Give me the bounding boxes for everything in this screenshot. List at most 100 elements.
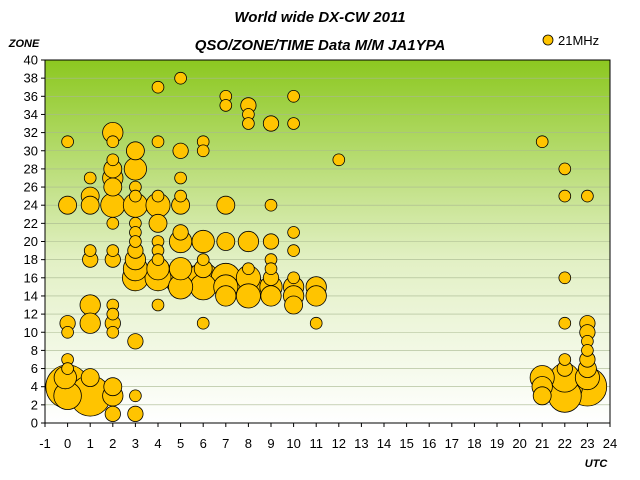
x-tick-label: 15 xyxy=(399,436,413,451)
data-point xyxy=(264,198,278,212)
y-tick-label: 30 xyxy=(24,143,38,158)
x-tick-label: 13 xyxy=(354,436,368,451)
data-point xyxy=(332,153,346,167)
data-point xyxy=(558,271,572,285)
data-point xyxy=(103,377,123,397)
data-point xyxy=(174,189,187,203)
y-tick-label: 12 xyxy=(24,307,38,322)
data-point xyxy=(287,244,300,257)
x-tick-label: 24 xyxy=(603,436,617,451)
data-point xyxy=(148,213,168,233)
data-point xyxy=(106,307,120,321)
x-tick-label: 20 xyxy=(512,436,526,451)
data-point xyxy=(219,99,233,112)
data-point xyxy=(151,135,165,149)
y-tick-label: 10 xyxy=(24,325,38,340)
x-tick-label: 6 xyxy=(200,436,207,451)
data-point xyxy=(58,195,77,215)
data-point xyxy=(106,325,120,339)
y-tick-label: 34 xyxy=(24,107,38,122)
y-tick-label: 32 xyxy=(24,125,38,140)
data-point xyxy=(172,142,189,159)
data-point xyxy=(262,115,280,132)
x-tick-label: 14 xyxy=(377,436,391,451)
y-tick-label: 38 xyxy=(24,71,38,86)
y-tick-label: 22 xyxy=(24,216,38,231)
legend-label: 21MHz xyxy=(558,33,599,48)
data-point xyxy=(103,177,123,197)
data-point xyxy=(309,316,323,330)
data-point xyxy=(61,135,74,149)
x-tick-label: -1 xyxy=(39,436,51,451)
data-point xyxy=(287,271,300,285)
data-points xyxy=(45,71,608,422)
x-axis-label: UTC xyxy=(585,458,609,470)
data-point xyxy=(79,312,101,334)
data-point xyxy=(151,298,165,312)
x-tick-label: 12 xyxy=(332,436,346,451)
data-point xyxy=(532,386,552,406)
data-point xyxy=(287,226,300,239)
data-point xyxy=(535,135,549,149)
data-point xyxy=(287,117,300,130)
data-point xyxy=(169,257,193,281)
legend-marker xyxy=(542,34,554,46)
y-tick-label: 40 xyxy=(24,53,38,68)
data-point xyxy=(216,232,236,251)
x-tick-label: 11 xyxy=(309,436,323,451)
y-tick-label: 6 xyxy=(31,361,38,376)
x-tick-label: 7 xyxy=(222,436,229,451)
data-point xyxy=(264,262,278,276)
data-point xyxy=(106,153,120,167)
x-tick-label: 17 xyxy=(445,436,459,451)
data-point xyxy=(172,224,189,241)
x-tick-label: 0 xyxy=(64,436,71,451)
data-point xyxy=(100,192,126,218)
y-tick-label: 20 xyxy=(24,234,38,249)
data-point xyxy=(151,189,165,203)
y-tick-label: 14 xyxy=(24,288,38,303)
data-point xyxy=(558,353,572,366)
x-tick-label: 8 xyxy=(245,436,252,451)
x-tick-label: 10 xyxy=(286,436,300,451)
data-point xyxy=(196,144,210,158)
data-point xyxy=(558,189,572,203)
data-point xyxy=(123,157,147,181)
data-point xyxy=(242,117,255,130)
x-tick-label: 5 xyxy=(177,436,184,451)
x-tick-label: 18 xyxy=(467,436,481,451)
data-point xyxy=(284,295,304,315)
y-axis-label: ZONE xyxy=(8,38,40,50)
data-point xyxy=(83,244,97,257)
data-point xyxy=(80,195,100,215)
data-point xyxy=(305,285,327,307)
y-tick-label: 18 xyxy=(24,252,38,267)
x-tick-label: 23 xyxy=(580,436,594,451)
data-point xyxy=(215,285,237,307)
y-tick-label: 36 xyxy=(24,89,38,104)
data-point xyxy=(129,189,142,203)
y-tick-label: 24 xyxy=(24,198,38,213)
data-point xyxy=(129,389,142,403)
chart-subtitle: QSO/ZONE/TIME Data M/M JA1YPA xyxy=(195,37,446,54)
data-point xyxy=(61,325,74,339)
y-tick-label: 16 xyxy=(24,270,38,285)
data-point xyxy=(558,316,572,330)
x-tick-label: 21 xyxy=(535,436,549,451)
data-point xyxy=(127,405,144,422)
data-point xyxy=(581,344,594,357)
data-point xyxy=(191,229,215,254)
x-tick-label: 1 xyxy=(87,436,94,451)
data-point xyxy=(196,316,210,330)
data-point xyxy=(127,333,144,350)
data-point xyxy=(216,195,236,215)
x-tick-label: 22 xyxy=(558,436,572,451)
x-tick-label: 9 xyxy=(267,436,274,451)
data-point xyxy=(558,162,572,176)
data-point xyxy=(237,230,259,253)
x-tick-label: 4 xyxy=(154,436,161,451)
y-tick-label: 4 xyxy=(31,379,38,394)
data-point xyxy=(151,80,165,94)
x-tick-label: 2 xyxy=(109,436,116,451)
